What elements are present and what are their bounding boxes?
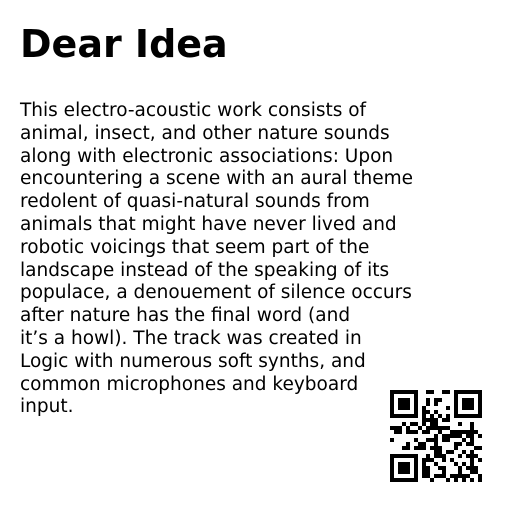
description-line: along with electronic associations: Upon xyxy=(20,145,394,167)
description-line: populace, a denouement of silence occurs xyxy=(20,282,412,304)
description-line: robotic voicings that seem part of the xyxy=(20,236,370,258)
description-line: it’s a howl). The track was created in xyxy=(20,327,362,349)
description-line: animals that might have never lived and xyxy=(20,213,397,235)
description-line: encountering a scene with an aural theme xyxy=(20,168,414,190)
description-line: This electro-acoustic work consists of xyxy=(20,100,367,121)
description-line: input. xyxy=(20,396,74,418)
description-line: after nature has the final word (and xyxy=(20,305,351,327)
description-line: landscape instead of the speaking of its xyxy=(20,259,390,281)
description-line: Logic with numerous soft synths, and xyxy=(20,350,366,372)
description-text: This electro-acoustic work consists of a… xyxy=(20,100,460,419)
description-line: animal, insect, and other nature sounds xyxy=(20,122,390,144)
description-line: common microphones and keyboard xyxy=(20,373,359,395)
page-title: Dear Idea xyxy=(20,22,228,66)
qr-code-icon xyxy=(390,390,482,482)
description-line: redolent of quasi-natural sounds from xyxy=(20,191,370,213)
